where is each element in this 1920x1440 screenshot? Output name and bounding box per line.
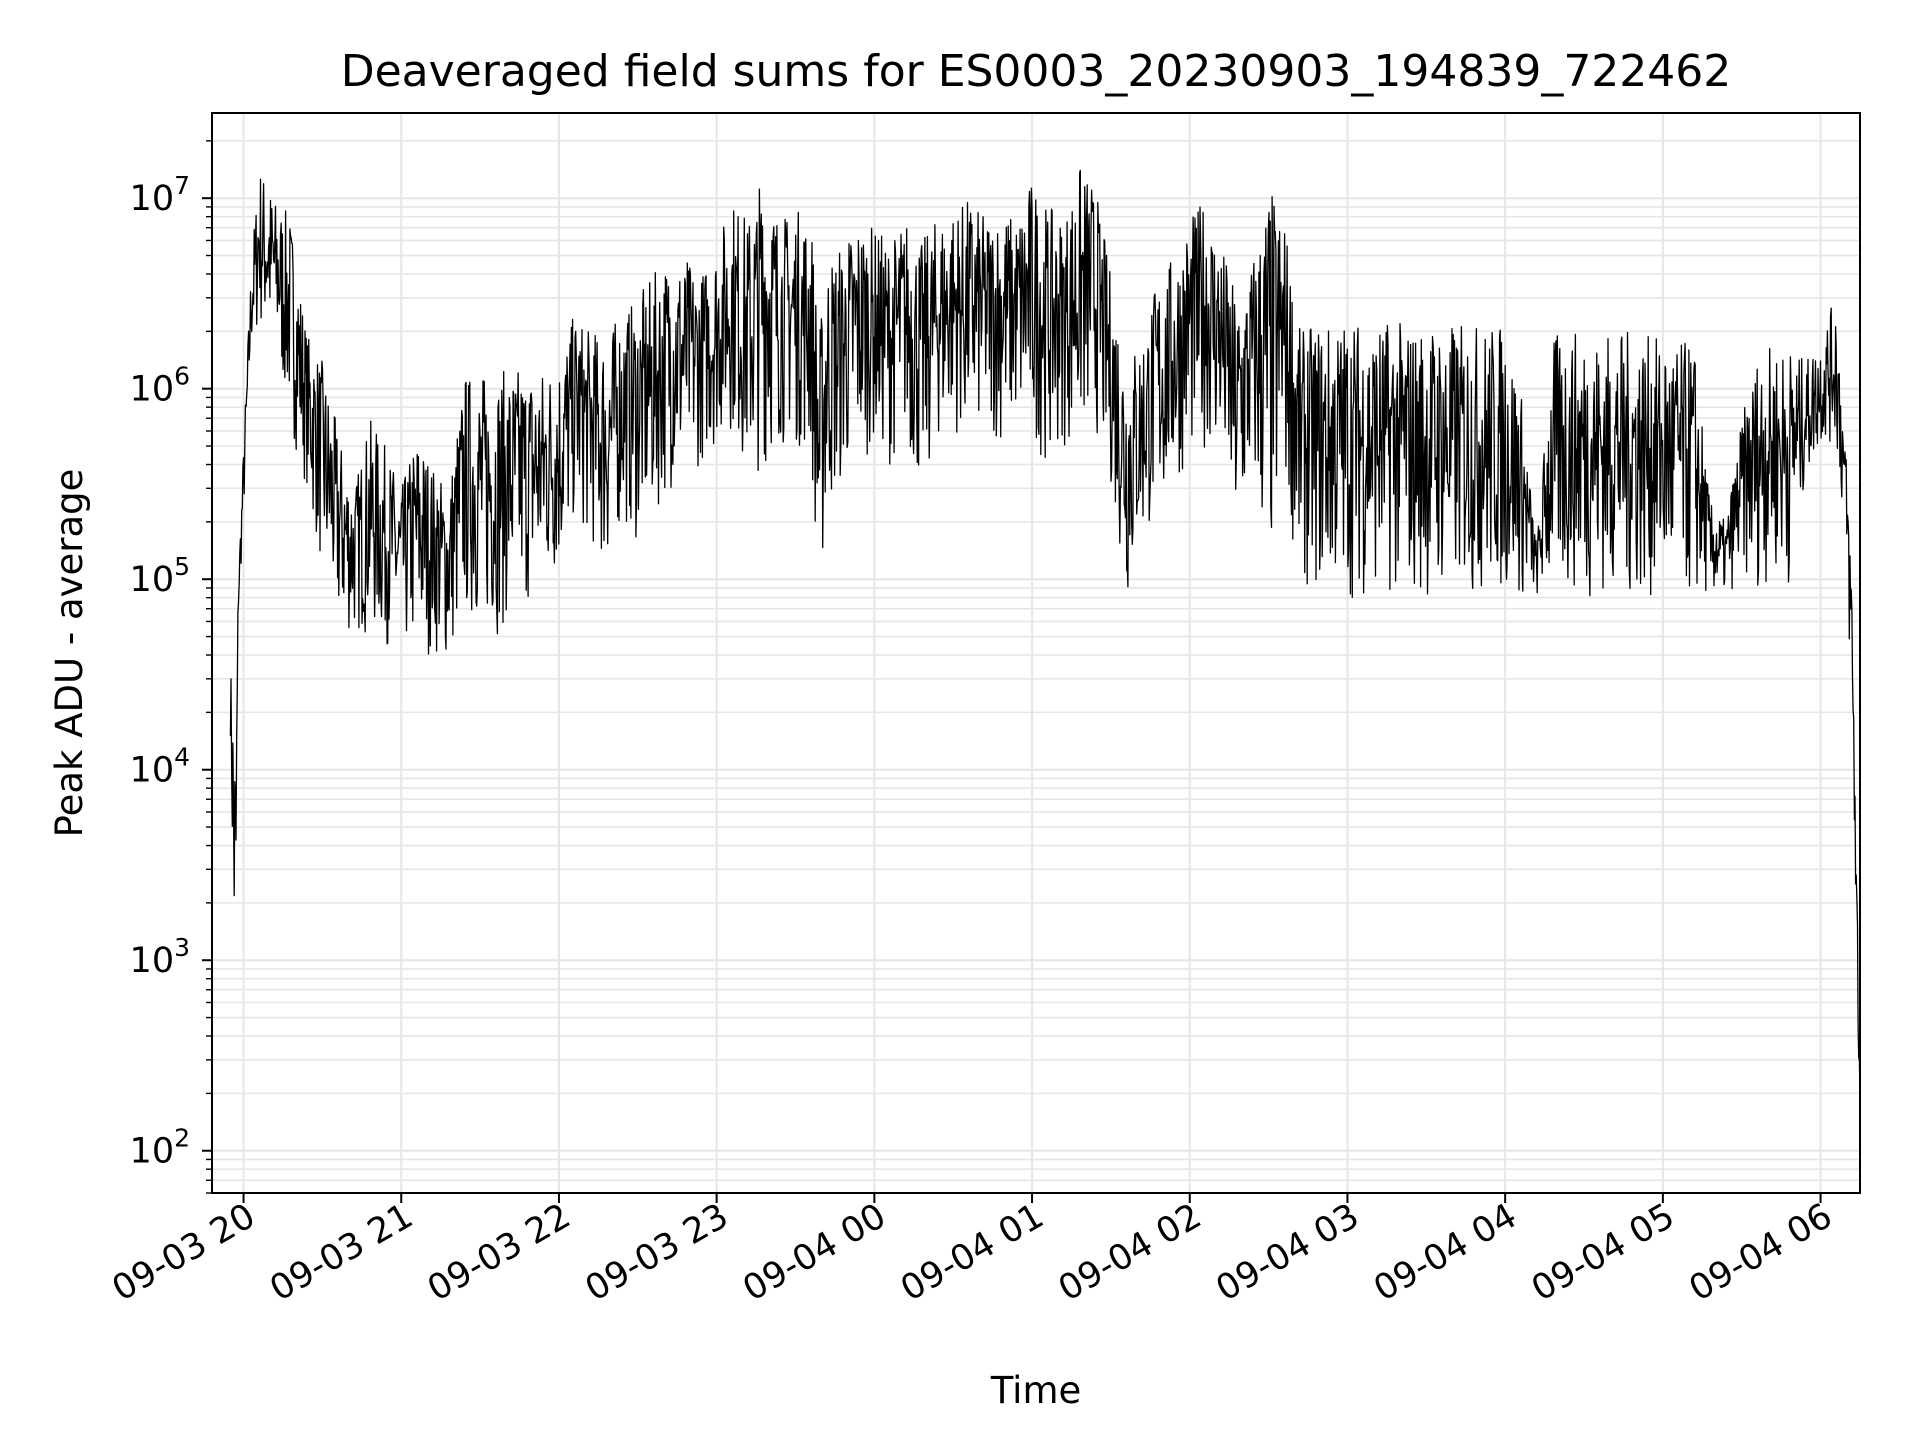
chart-title: Deaveraged field sums for ES0003_2023090… bbox=[341, 46, 1732, 97]
y-tick-label: 103 bbox=[130, 933, 190, 981]
y-tick-label: 104 bbox=[130, 743, 190, 791]
y-axis-label: Peak ADU - average bbox=[48, 469, 91, 838]
y-tick-label: 106 bbox=[130, 362, 190, 410]
y-tick-label: 102 bbox=[130, 1124, 190, 1172]
y-tick-label: 107 bbox=[130, 171, 190, 219]
plot-frame bbox=[211, 112, 1861, 1194]
data-layer bbox=[229, 169, 1861, 1099]
series-line bbox=[229, 169, 1861, 1099]
y-tick-label: 105 bbox=[130, 552, 190, 600]
x-axis-label: Time bbox=[990, 1369, 1082, 1412]
